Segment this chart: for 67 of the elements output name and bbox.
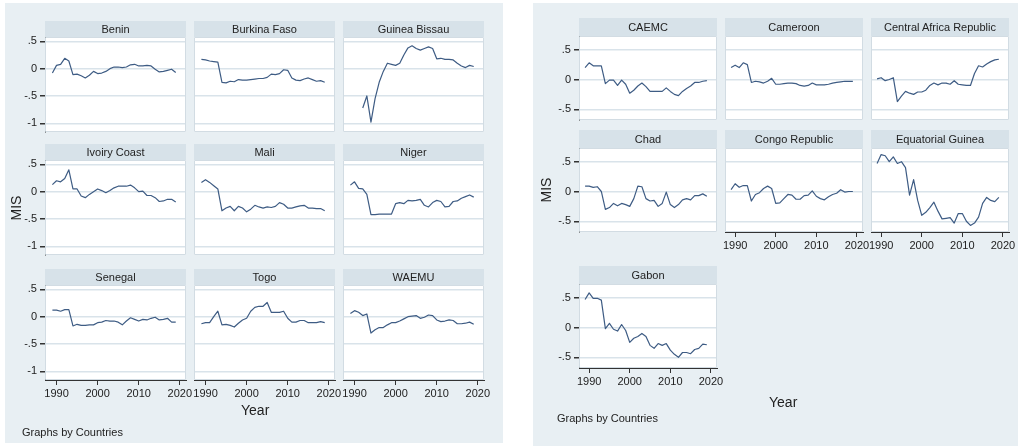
x-tick-label: 2000 — [383, 386, 408, 399]
text: Graphs by Countries — [22, 426, 123, 438]
x-axis-title: Year — [241, 402, 270, 418]
x-tick-label: 2020 — [844, 238, 870, 251]
x-tick-label: 1990 — [722, 238, 748, 251]
x-tick-label: 1990 — [868, 238, 894, 251]
y-tick-label: 0 — [564, 320, 571, 333]
y-tick-label: -1 — [27, 239, 37, 252]
x-tick-label: 2010 — [275, 386, 300, 399]
y-tick-label: -.5 — [24, 89, 37, 101]
chart-title: Niger — [343, 144, 484, 160]
y-tick-label: -.5 — [24, 212, 37, 224]
y-tick-label: .5 — [27, 34, 37, 47]
x-tick-label: 2020 — [698, 374, 724, 387]
x-tick-label: 2000 — [909, 238, 934, 251]
x-tick-label: 2020 — [316, 386, 342, 399]
y-tick-label: .5 — [561, 42, 571, 55]
chart-title: Ivoiry Coast — [45, 144, 186, 160]
chart-title: Guinea Bissau — [343, 21, 484, 37]
x-tick-label: 2010 — [126, 386, 151, 399]
chart-title: WAEMU — [343, 269, 484, 285]
x-tick-label: 2020 — [990, 238, 1016, 251]
y-tick-label: 0 — [564, 72, 571, 85]
chart-title: Chad — [579, 130, 717, 148]
x-tick-label: 1990 — [44, 386, 69, 399]
chart-title: Burkina Faso — [194, 21, 335, 37]
x-tick-label: 2000 — [763, 238, 788, 251]
chart-title: Congo Republic — [725, 130, 863, 148]
y-tick-label: .5 — [561, 290, 571, 303]
x-tick-label: 2010 — [424, 386, 449, 399]
x-tick-label: 2010 — [950, 238, 975, 251]
chart-title: Mali — [194, 144, 335, 160]
x-tick-label: 1990 — [576, 374, 602, 387]
chart-title: Central Africa Republic — [871, 18, 1009, 36]
chart-title: Gabon — [579, 266, 717, 284]
text: Graphs by Countries — [557, 412, 658, 424]
y-tick-label: -1 — [27, 364, 37, 377]
y-tick-label: 0 — [30, 61, 37, 74]
x-tick-label: 1990 — [342, 386, 367, 399]
chart-title: Cameroon — [725, 18, 863, 36]
x-tick-label: 1990 — [193, 386, 218, 399]
y-tick-label: -1 — [27, 116, 37, 129]
chart-title: CAEMC — [579, 18, 717, 36]
chart-title: Equatorial Guinea — [871, 130, 1009, 148]
y-tick-label: -.5 — [558, 102, 571, 115]
x-tick-label: 2020 — [167, 386, 193, 399]
y-tick-label: 0 — [30, 184, 37, 197]
y-tick-label: -.5 — [558, 350, 571, 363]
y-tick-label: 0 — [564, 184, 571, 197]
x-axis-title: Year — [769, 394, 798, 410]
y-tick-label: .5 — [561, 154, 571, 167]
x-tick-label: 2000 — [617, 374, 642, 387]
y-axis-title: MIS — [7, 195, 24, 220]
x-tick-label: 2020 — [465, 386, 491, 399]
x-tick-label: 2000 — [85, 386, 110, 399]
chart-title: Togo — [194, 269, 335, 285]
y-tick-label: .5 — [27, 282, 37, 295]
y-tick-label: -.5 — [558, 214, 571, 227]
y-tick-label: .5 — [27, 157, 37, 170]
x-tick-label: 2000 — [234, 386, 259, 399]
y-axis-title: MIS — [537, 177, 554, 203]
chart-title: Senegal — [45, 269, 186, 285]
chart-title: Benin — [45, 21, 186, 37]
x-tick-label: 2010 — [804, 238, 829, 251]
y-tick-label: -.5 — [24, 337, 37, 349]
y-tick-label: 0 — [30, 309, 37, 322]
x-tick-label: 2010 — [658, 374, 683, 387]
